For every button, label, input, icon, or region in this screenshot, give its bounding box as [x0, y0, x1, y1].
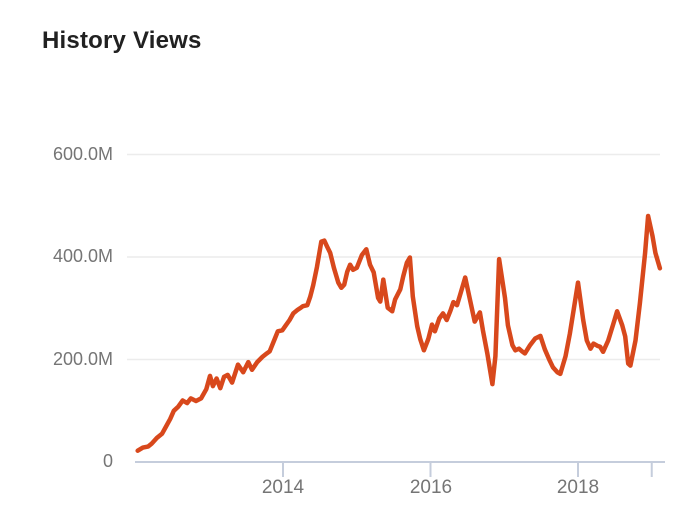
y-axis-label-400m: 400.0M	[52, 246, 113, 266]
x-axis-label-2014: 2014	[261, 477, 305, 498]
y-axis-label-200m: 200.0M	[52, 349, 113, 369]
y-axis-label-600m: 600.0M	[52, 144, 113, 164]
x-axis-label-2016: 2016	[409, 477, 453, 498]
y-axis-label-0: 0	[102, 451, 113, 471]
history-views-series-line[interactable]	[135, 213, 663, 453]
x-axis-label-2018: 2018	[556, 477, 600, 498]
page-title: History Views	[42, 27, 202, 54]
